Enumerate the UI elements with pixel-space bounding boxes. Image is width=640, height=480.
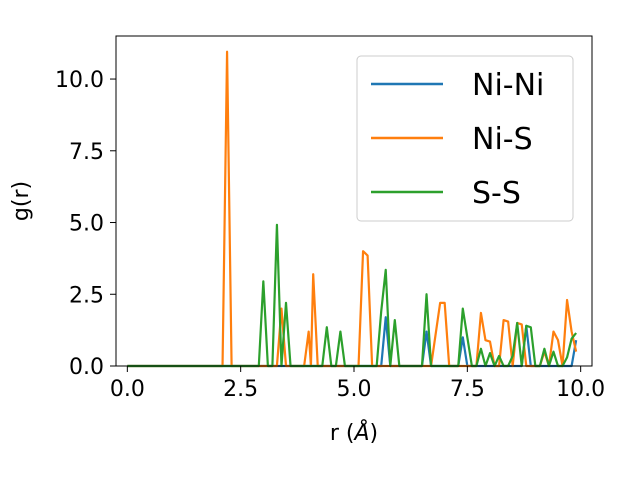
legend-label: S-S — [472, 176, 521, 211]
x-tick-label: 0.0 — [110, 377, 145, 402]
y-axis-label: g(r) — [9, 181, 34, 221]
legend-box — [356, 55, 574, 222]
series-line-s-s — [127, 223, 577, 368]
legend: Ni-Ni Ni-S S-S — [356, 55, 574, 222]
y-tick-label: 2.5 — [69, 283, 104, 308]
x-tick-label: 10.0 — [556, 377, 605, 402]
y-axis: 0.0 2.5 5.0 7.5 10.0 — [55, 68, 116, 380]
y-tick-label: 0.0 — [69, 355, 104, 380]
y-tick-label: 10.0 — [55, 68, 104, 93]
legend-label: Ni-S — [472, 122, 533, 157]
x-tick-label: 2.5 — [223, 377, 258, 402]
y-tick-label: 7.5 — [69, 140, 104, 165]
x-axis-label: r (Å) — [330, 419, 378, 446]
y-tick-label: 5.0 — [69, 212, 104, 237]
x-tick-label: 5.0 — [337, 377, 372, 402]
x-axis: 0.0 2.5 5.0 7.5 10.0 — [110, 366, 605, 402]
x-tick-label: 7.5 — [450, 377, 485, 402]
legend-label: Ni-Ni — [472, 68, 544, 103]
